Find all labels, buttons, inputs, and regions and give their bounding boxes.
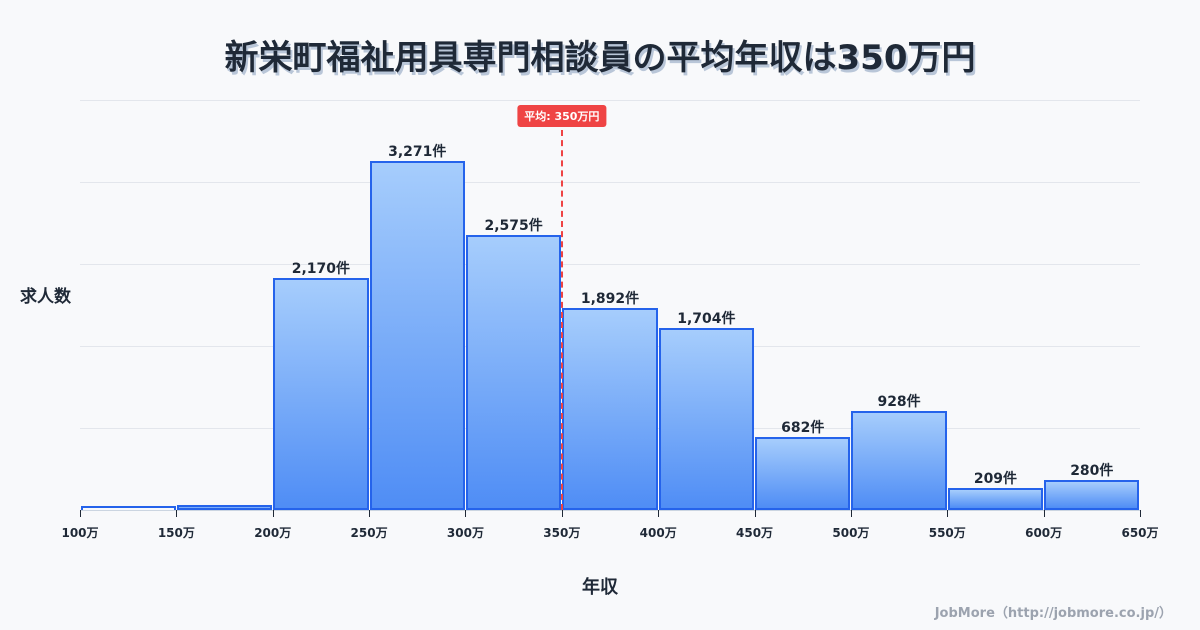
x-tick — [369, 510, 371, 517]
histogram-bar — [947, 488, 1044, 510]
average-badge: 平均: 350万円 — [517, 105, 607, 127]
x-tick-label: 450万 — [736, 526, 774, 540]
histogram-bar — [562, 308, 658, 510]
x-tick — [80, 510, 81, 517]
x-tick-label: 550万 — [928, 526, 966, 540]
histogram-bar — [658, 328, 755, 510]
x-axis-label: 年収 — [582, 577, 618, 598]
histogram-bar — [176, 505, 273, 510]
bar-value-label: 2,575件 — [484, 218, 543, 234]
bar-value-label: 209件 — [973, 471, 1018, 487]
histogram-bar — [755, 437, 851, 510]
gridline — [80, 100, 1140, 101]
histogram-bar — [851, 411, 947, 510]
x-tick-label: 250万 — [350, 526, 388, 540]
x-tick — [850, 510, 852, 517]
histogram-bar — [369, 161, 465, 510]
x-tick — [1043, 510, 1045, 517]
x-tick — [176, 510, 178, 517]
average-line — [560, 130, 563, 510]
x-tick-label: 200万 — [254, 526, 292, 540]
bar-value-label: 3,271件 — [388, 144, 447, 160]
x-axis-baseline — [80, 510, 1140, 511]
x-tick-label: 500万 — [832, 526, 870, 540]
bar-value-label: 2,170件 — [291, 261, 351, 277]
gridline — [80, 264, 1140, 265]
x-tick — [272, 510, 274, 517]
x-tick-label: 650万 — [1121, 526, 1159, 540]
x-tick — [754, 510, 756, 517]
x-tick — [561, 510, 563, 517]
bar-value-label: 1,892件 — [580, 291, 640, 307]
histogram-bar — [80, 506, 176, 510]
histogram-bar — [465, 235, 562, 510]
bar-value-label: 928件 — [877, 394, 921, 410]
gridline — [80, 182, 1140, 183]
bar-value-label: 682件 — [781, 420, 825, 436]
x-tick — [658, 510, 660, 517]
y-axis-label: 求人数 — [20, 287, 71, 307]
x-tick-label: 600万 — [1025, 526, 1063, 540]
bar-value-label: 1,704件 — [677, 311, 736, 327]
histogram-bar — [1044, 480, 1140, 510]
source-credit: JobMore（http://jobmore.co.jp/） — [934, 606, 1172, 621]
x-tick-label: 150万 — [157, 526, 195, 540]
x-tick — [1140, 510, 1141, 517]
chart-title: 新栄町福祉用具専門相談員の平均年収は350万円 — [224, 38, 976, 78]
x-tick — [947, 510, 949, 517]
bar-value-label: 280件 — [1070, 463, 1114, 479]
histogram-bar — [273, 278, 369, 510]
histogram-plot: 2,170件 3,271件 2,575件 1,892件 1,704件 682件 928件 20… — [80, 100, 1140, 511]
x-tick-label: 100万 — [61, 526, 99, 540]
x-tick-label: 400万 — [639, 526, 677, 540]
x-tick-label: 350万 — [543, 526, 581, 540]
x-tick-label: 300万 — [446, 526, 484, 540]
x-tick — [465, 510, 467, 517]
